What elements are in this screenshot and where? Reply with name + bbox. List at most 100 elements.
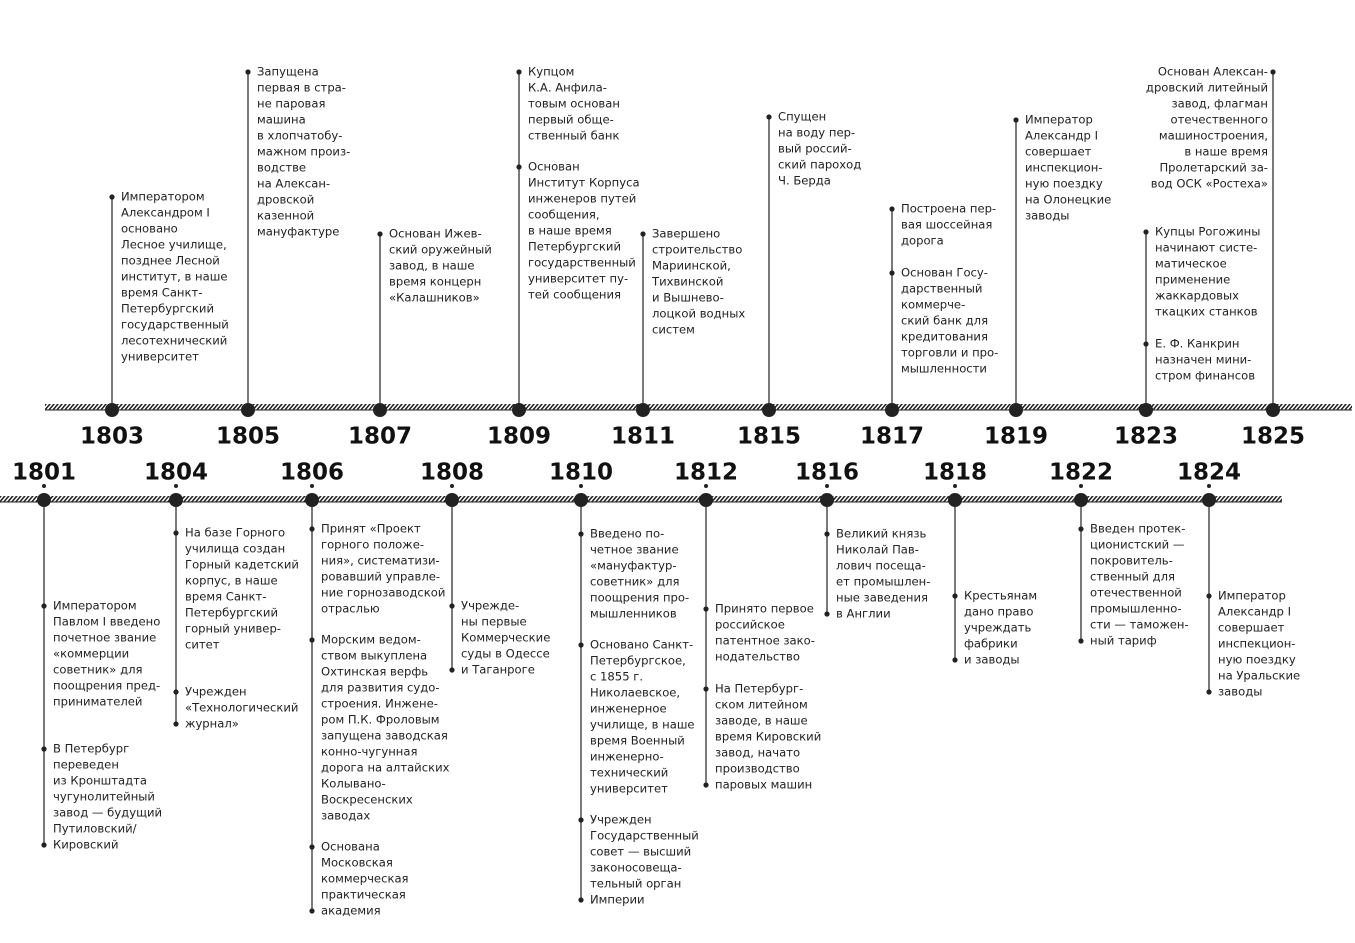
event-text: совет — высший — [590, 845, 691, 859]
event-text: ет промышлен- — [836, 575, 930, 589]
event-text: запущена заводская — [321, 729, 448, 743]
event-text: государственный — [121, 318, 229, 332]
year-dot — [1266, 403, 1280, 417]
event-text: на воду пер- — [778, 126, 855, 140]
event-text: инспекцион- — [1025, 161, 1103, 175]
year-dot — [445, 493, 459, 507]
event-text: инспекцион- — [1218, 637, 1296, 651]
event-text: ром П.К. Фроловым — [321, 713, 440, 727]
year-label: 1822 — [1049, 460, 1113, 486]
year-dot — [948, 493, 962, 507]
event-dot — [1206, 689, 1212, 695]
event-text: дровский литейный — [1146, 81, 1268, 95]
event-text: Основан Госу- — [901, 266, 988, 280]
event-text: в наше время — [1184, 145, 1268, 159]
event-text: университет — [121, 350, 199, 364]
event-text: ском литейном — [715, 698, 808, 712]
event-text: ственный банк — [528, 129, 619, 143]
event-text: паровых машин — [715, 778, 812, 792]
year-label: 1825 — [1241, 424, 1305, 450]
event-text: училище, в наше — [590, 718, 695, 732]
top-axis — [45, 404, 1352, 410]
event-text: вая шоссейная — [901, 218, 992, 232]
year-dot — [512, 403, 526, 417]
event-text: казенной — [257, 209, 314, 223]
event-text: Петербургский — [121, 302, 214, 316]
event-text: патентное зако- — [715, 634, 815, 648]
event-text: время Военный — [590, 734, 685, 748]
event-text: производство — [715, 762, 800, 776]
event-text: ние горнозаводской — [321, 586, 445, 600]
event-text: не паровая — [257, 97, 325, 111]
event-text: стром финансов — [1155, 369, 1255, 383]
event-text: На Петербург- — [715, 682, 803, 696]
bottom-axis — [0, 496, 1282, 502]
year-dot-small — [42, 484, 46, 488]
event-text: время Санкт- — [121, 286, 202, 300]
event-text: Колывано- — [321, 777, 386, 791]
event-text: строительство — [652, 243, 742, 257]
event-dot — [952, 657, 958, 663]
event-text: корпус, в наше — [185, 574, 278, 588]
event-text: Империи — [590, 893, 645, 907]
event-text: поощрения про- — [590, 591, 689, 605]
event-text: ния», систематизи- — [321, 554, 440, 568]
event-text: тей сообщения — [528, 288, 621, 302]
event-text: российское — [715, 618, 785, 632]
event-text: и заводы — [964, 653, 1020, 667]
event-text: Великий князь — [836, 527, 927, 541]
year-dot-small — [450, 484, 454, 488]
event-text: институт, в наше — [121, 270, 227, 284]
event-text: отечественной — [1090, 586, 1182, 600]
event-text: четное звание — [590, 543, 679, 557]
event-text: дано право — [964, 605, 1033, 619]
event-text: Принят «Проект — [321, 522, 421, 536]
event-text: матическое — [1155, 257, 1227, 271]
year-dot — [636, 403, 650, 417]
event-text: заводы — [1025, 209, 1069, 223]
year-label: 1807 — [348, 424, 412, 450]
event-text: Императором — [121, 190, 205, 204]
event-text: Императором — [53, 599, 137, 613]
year-dot-small — [825, 484, 829, 488]
event-dot — [578, 897, 584, 903]
event-text: Крестьянам — [964, 589, 1037, 603]
event-text: завод, в наше — [389, 259, 475, 273]
event-text: Купцы Рогожины — [1155, 225, 1260, 239]
event-text: Пролетарский за- — [1159, 161, 1268, 175]
event-text: коммерческая — [321, 872, 409, 886]
event-text: Введен протек- — [1090, 522, 1185, 536]
year-dot — [699, 493, 713, 507]
event-text: фабрики — [964, 637, 1018, 651]
year-label: 1818 — [923, 460, 987, 486]
event-text: ткацких станков — [1155, 305, 1258, 319]
event-text: университет — [590, 782, 668, 796]
event-text: чугунолитейный — [53, 790, 155, 804]
event-text: Павлом I введено — [53, 615, 160, 629]
event-text: промышленно- — [1090, 602, 1182, 616]
event-text: для развития судо- — [321, 681, 440, 695]
event-text: Запущена — [257, 65, 319, 79]
year-dot — [37, 493, 51, 507]
event-text: позднее Лесной — [121, 254, 220, 268]
event-text: товым основан — [528, 97, 620, 111]
event-text: Купцом — [528, 65, 574, 79]
event-text: училища создан — [185, 542, 285, 556]
event-text: основано — [121, 222, 178, 236]
event-text: мажном произ- — [257, 145, 350, 159]
year-label: 1819 — [984, 424, 1048, 450]
event-text: Петербургский — [185, 606, 278, 620]
event-text: инженерно- — [590, 750, 664, 764]
event-text: мануфактуре — [257, 225, 339, 239]
year-label: 1823 — [1114, 424, 1178, 450]
event-text: государственный — [528, 256, 636, 270]
event-text: ский пароход — [778, 158, 861, 172]
event-text: Принято первое — [715, 602, 814, 616]
event-dot — [1078, 638, 1084, 644]
event-text: ситет — [185, 638, 220, 652]
event-text: сообщения, — [528, 208, 600, 222]
event-text: в Англии — [836, 607, 891, 621]
year-dot — [820, 493, 834, 507]
event-text: В Петербург — [53, 742, 129, 756]
event-text: Ч. Берда — [778, 174, 831, 188]
